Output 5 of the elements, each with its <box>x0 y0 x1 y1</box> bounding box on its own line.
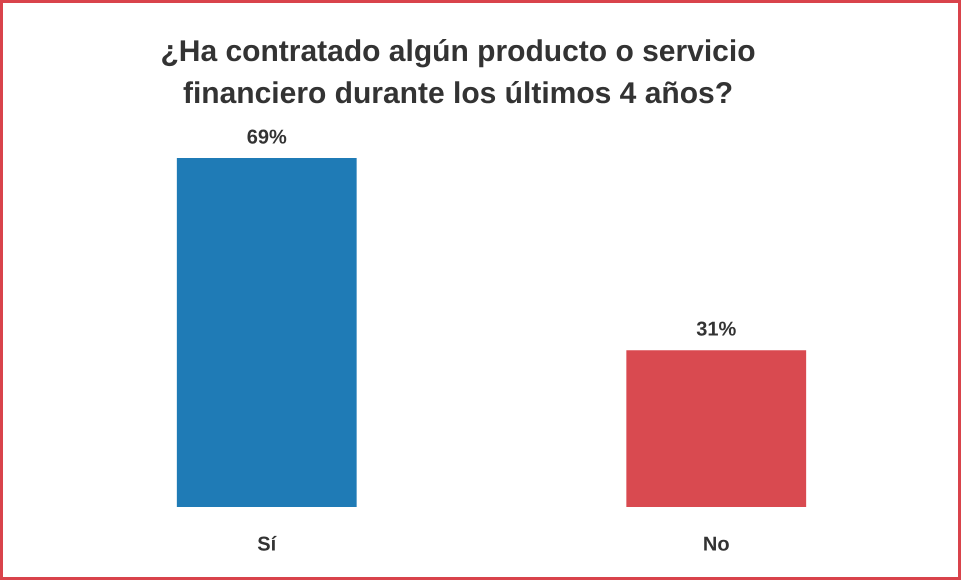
chart-title: ¿Ha contratado algún producto o servicio financiero durante los últimos 4 años? <box>159 34 757 112</box>
x-tick-label: No <box>702 534 730 556</box>
x-tick-label: Sí <box>257 534 278 556</box>
data-label: 31% <box>696 318 736 341</box>
data-label: 69% <box>246 126 287 149</box>
